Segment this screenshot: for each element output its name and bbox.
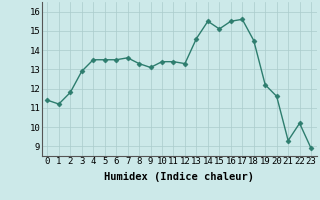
X-axis label: Humidex (Indice chaleur): Humidex (Indice chaleur): [104, 172, 254, 182]
